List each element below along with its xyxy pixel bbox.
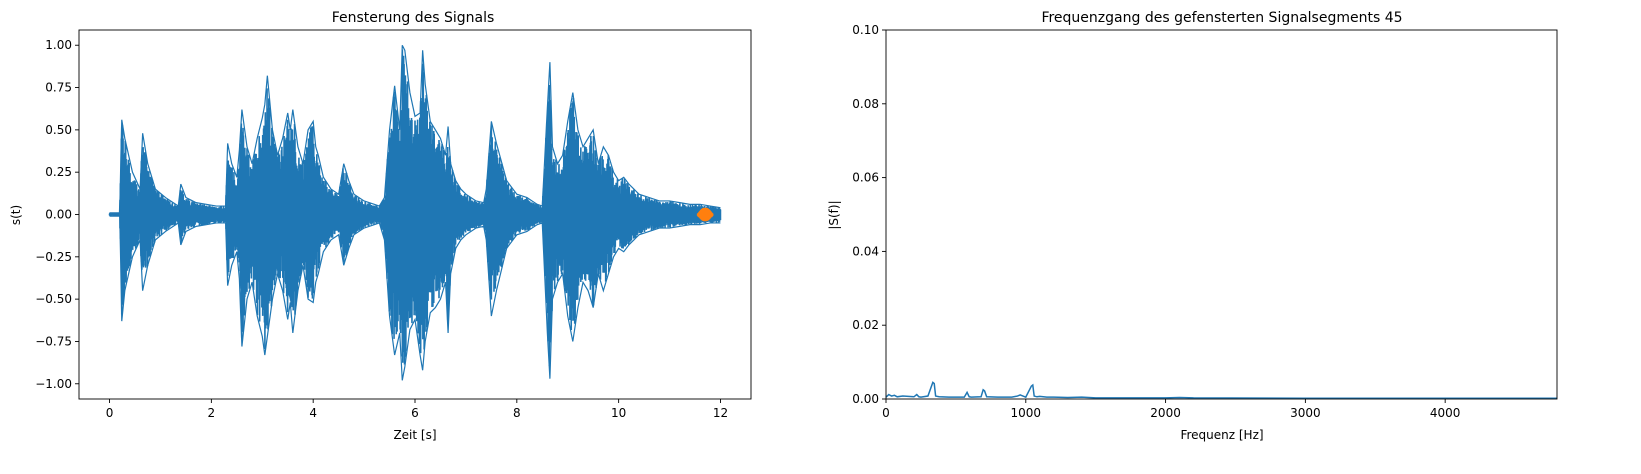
signal-plot-title: Fensterung des Signals [332, 10, 495, 26]
signal-plot-x-tick-label: 6 [411, 406, 419, 420]
spectrum-plot-y-tick-label: 0.04 [852, 244, 879, 258]
spectrum-plot-frame [885, 29, 1558, 400]
spectrum-plot-title: Frequenzgang des gefensterten Signalsegm… [1041, 10, 1402, 26]
spectrum-line [885, 381, 1557, 400]
signal-plot-x-tick-label: 4 [309, 406, 317, 420]
spectrum-plot-x-ticks: 0 1000 2000 3000 4000 [882, 399, 1460, 420]
signal-plot-y-tick-label: 1.00 [45, 38, 72, 52]
signal-plot-y-tick-label: 0.00 [45, 208, 72, 222]
signal-plot-x-tick-label: 8 [513, 406, 521, 420]
signal-plot-x-tick-label: 12 [713, 406, 728, 420]
spectrum-plot-y-label: |S(f)| [827, 200, 841, 229]
signal-envelope-upper [109, 44, 721, 214]
signal-plot-y-tick-label: 0.25 [45, 165, 72, 179]
signal-plot-x-label: Zeit [s] [393, 428, 436, 442]
signal-plot-y-tick-label: −0.75 [35, 334, 72, 348]
signal-plot-x-tick-label: 10 [611, 406, 626, 420]
signal-plot-marks [108, 44, 722, 381]
signal-plot-y-label: s(t) [9, 205, 23, 225]
spectrum-plot-x-tick-label: 2000 [1150, 406, 1181, 420]
signal-plot-y-tick-label: −0.25 [35, 250, 72, 264]
spectrum-plot-y-tick-label: 0.02 [852, 318, 879, 332]
signal-plot-y-tick-label: −0.50 [35, 292, 72, 306]
signal-envelope-lower [109, 215, 721, 381]
spectrum-plot-x-tick-label: 1000 [1011, 406, 1042, 420]
spectrum-plot-x-tick-label: 4000 [1430, 406, 1461, 420]
signal-plot-y-ticks: −1.00 −0.75 −0.50 −0.25 0.00 0.25 0.50 0.75 1.00 [35, 38, 79, 391]
signal-plot-x-ticks: 0 2 4 6 8 10 12 [106, 399, 728, 420]
spectrum-plot-y-tick-label: 0.00 [852, 392, 879, 406]
spectrum-plot-x-label: Frequenz [Hz] [1180, 428, 1263, 442]
signal-waveform [108, 49, 722, 367]
signal-plot-y-tick-label: 0.50 [45, 123, 72, 137]
signal-plot: Fensterung des Signals 0 2 4 6 8 10 12 −1.00 −0… [9, 10, 752, 442]
spectrum-plot-y-ticks: 0.00 0.02 0.04 0.06 0.08 0.10 [852, 23, 886, 406]
windowed-segment [696, 207, 714, 222]
spectrum-plot-x-tick-label: 0 [882, 406, 890, 420]
signal-plot-y-tick-label: 0.75 [45, 81, 72, 95]
spectrum-plot-y-tick-label: 0.06 [852, 171, 879, 185]
spectrum-plot-marks [885, 381, 1557, 400]
spectrum-plot-x-tick-label: 3000 [1290, 406, 1321, 420]
signal-plot-x-tick-label: 0 [106, 406, 114, 420]
signal-plot-y-tick-label: −1.00 [35, 377, 72, 391]
spectrum-plot-y-tick-label: 0.08 [852, 97, 879, 111]
spectrum-plot-y-tick-label: 0.10 [852, 23, 879, 37]
spectrum-plot: Frequenzgang des gefensterten Signalsegm… [827, 10, 1558, 442]
signal-plot-x-tick-label: 2 [208, 406, 216, 420]
